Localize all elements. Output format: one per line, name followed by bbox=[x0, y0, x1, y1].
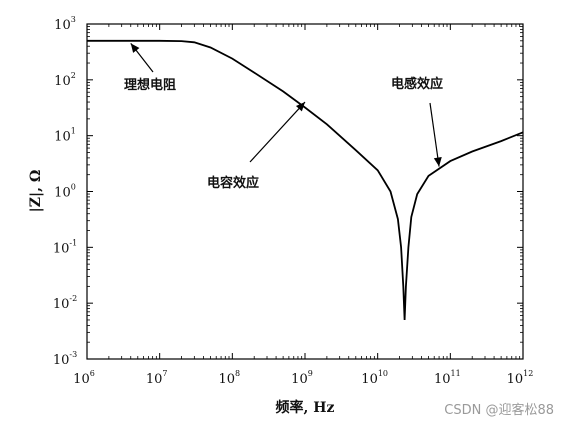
watermark: CSDN @迎客松88 bbox=[444, 402, 554, 418]
x-tick-label: 109 bbox=[291, 369, 313, 387]
annotation-arrowhead bbox=[295, 102, 305, 112]
annotation-label: 电容效应 bbox=[207, 175, 259, 191]
y-tick-label: 10-1 bbox=[53, 238, 77, 256]
x-axis-label: 频率, Hz bbox=[276, 399, 335, 416]
y-axis-label: |Z|, Ω bbox=[28, 170, 44, 213]
x-tick-label: 1012 bbox=[507, 369, 534, 387]
y-tick-label: 102 bbox=[54, 71, 76, 89]
annotation-arrow-line bbox=[429, 102, 440, 167]
x-axis: 106 107 108 109 1010 1011 1012 bbox=[73, 24, 533, 387]
y-tick-label: 101 bbox=[54, 127, 76, 145]
x-tick-label: 1010 bbox=[361, 369, 388, 387]
x-tick-label: 1011 bbox=[434, 369, 461, 387]
x-tick-label: 107 bbox=[146, 369, 168, 387]
y-tick-label: 10-2 bbox=[53, 294, 77, 312]
annotation-label: 电感效应 bbox=[391, 76, 443, 92]
annotation-label: 理想电阻 bbox=[124, 77, 176, 93]
x-tick-label: 108 bbox=[219, 369, 241, 387]
y-tick-label: 10-3 bbox=[53, 350, 77, 368]
y-axis: 10-3 10-2 10-1 100 101 102 103 bbox=[53, 15, 523, 368]
annotation-arrow-line bbox=[249, 101, 306, 163]
y-tick-label: 103 bbox=[54, 15, 76, 33]
plot-frame bbox=[86, 23, 524, 360]
y-tick-label: 100 bbox=[54, 183, 76, 201]
impedance-curve bbox=[87, 39, 524, 321]
annotation-arrowhead bbox=[130, 43, 140, 53]
annotation-arrowhead bbox=[433, 157, 442, 167]
x-tick-label: 106 bbox=[73, 369, 95, 387]
